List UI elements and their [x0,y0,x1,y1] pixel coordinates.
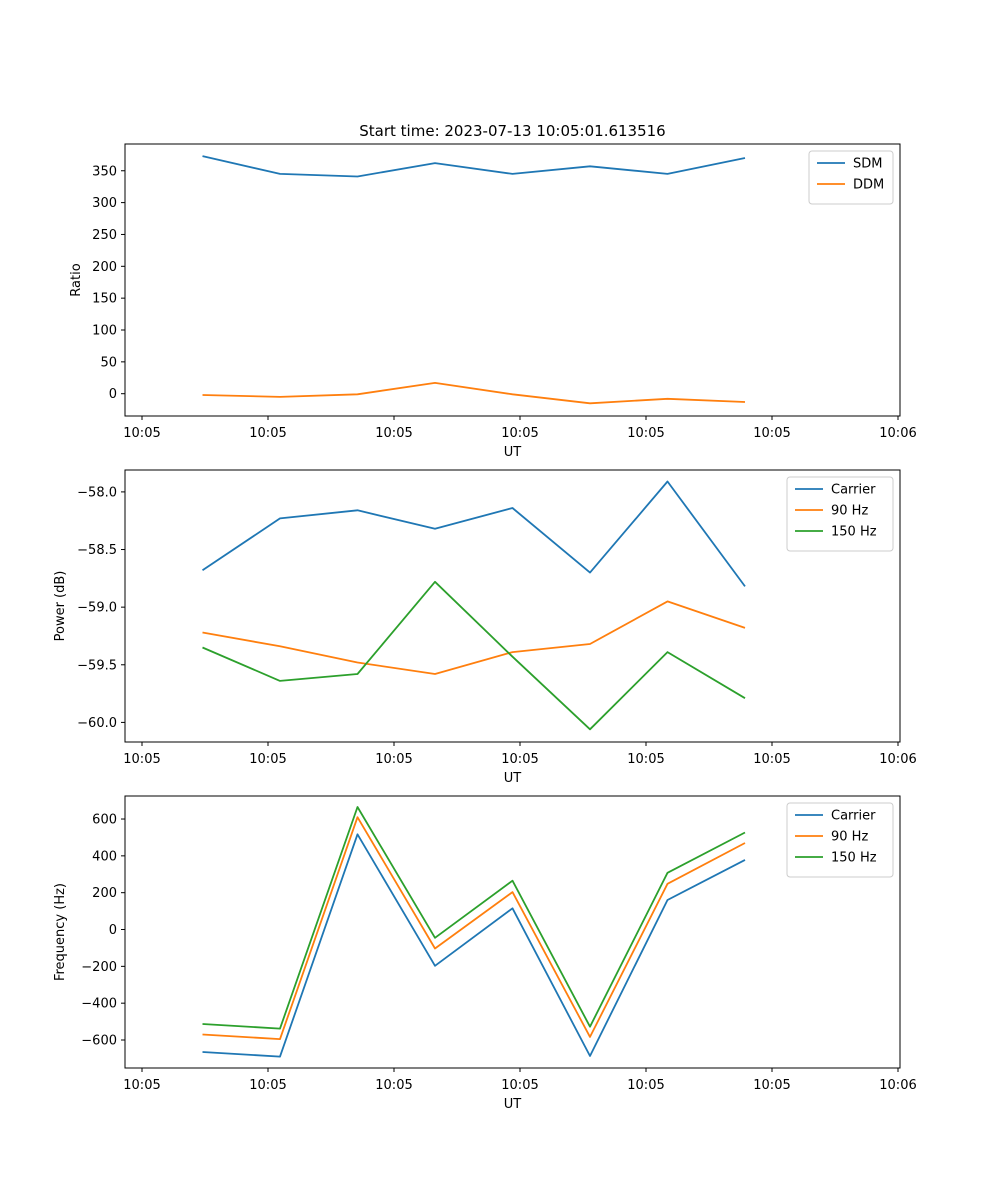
y-tick-label: 200 [92,260,117,275]
x-tick-label: 10:05 [753,752,790,767]
y-tick-label: 300 [92,196,117,211]
series-line-ddm [202,381,746,405]
y-tick-label: −600 [81,1034,117,1049]
legend-label: Carrier [831,809,876,824]
y-tick-label: −200 [81,960,117,975]
y-tick-label: 250 [92,228,117,243]
series-line-150-hz [202,580,746,731]
legend-box [786,476,894,552]
y-tick-label: −58.0 [77,485,117,500]
frequency-panel: 10:05 10:05 10:05 10:05 10:05 10:05 10:06 UT −60… [53,795,917,1112]
figure-title: Start time: 2023-07-13 10:05:01.613516 [359,122,665,140]
axes-frame [124,795,901,1069]
x-tick-label: 10:05 [123,426,160,441]
y-axis-label: Ratio [69,263,84,296]
legend-label: 90 Hz [831,504,868,519]
x-tick-label: 10:05 [249,1078,286,1093]
series-line-sdm [202,155,746,178]
series-line-90-hz [202,600,746,675]
x-tick-label: 10:05 [123,1078,160,1093]
x-tick-label: 10:05 [375,752,412,767]
x-tick-label: 10:05 [753,426,790,441]
x-tick-label: 10:05 [375,426,412,441]
y-tick-label: 400 [92,849,117,864]
x-tick-label: 10:06 [879,752,916,767]
series-line-carrier [201,480,746,587]
series-line-carrier [202,833,746,1058]
legend-label: 150 Hz [831,851,877,866]
x-tick-label: 10:05 [123,752,160,767]
y-tick-label: 50 [100,355,117,370]
y-tick-label: 100 [92,324,117,339]
legend-box [808,150,894,205]
legend-label: 90 Hz [831,830,868,845]
x-tick-label: 10:06 [879,426,916,441]
y-tick-label: −58.5 [77,543,117,558]
x-tick-label: 10:05 [501,426,538,441]
x-tick-label: 10:05 [753,1078,790,1093]
x-tick-label: 10:05 [375,1078,412,1093]
axes-frame [124,469,901,743]
x-tick-label: 10:05 [501,752,538,767]
legend-label: Carrier [831,483,876,498]
ratio-panel: 10:05 10:05 10:05 10:05 10:05 10:05 10:06 UT 0 50… [69,143,917,460]
y-tick-label: −400 [81,997,117,1012]
power-panel: 10:05 10:05 10:05 10:05 10:05 10:05 10:06 UT −60… [53,469,917,786]
y-tick-label: 150 [92,292,117,307]
axes-frame [124,143,901,417]
y-tick-label: −59.5 [77,658,117,673]
legend-label: SDM [853,157,882,172]
x-axis-label: UT [504,445,522,460]
x-axis-label: UT [504,1097,522,1112]
y-tick-label: −59.0 [77,601,117,616]
legend-label: 150 Hz [831,525,877,540]
x-tick-label: 10:05 [501,1078,538,1093]
x-tick-label: 10:06 [879,1078,916,1093]
x-axis-label: UT [504,771,522,786]
y-tick-label: 200 [92,886,117,901]
y-axis-label: Frequency (Hz) [53,883,68,981]
x-tick-label: 10:05 [627,752,664,767]
y-tick-label: 0 [109,387,117,402]
y-axis-label: Power (dB) [53,571,68,642]
y-tick-label: 600 [92,813,117,828]
x-tick-label: 10:05 [249,426,286,441]
legend-box [786,802,894,878]
y-tick-label: −60.0 [77,716,117,731]
x-tick-label: 10:05 [249,752,286,767]
y-tick-label: 0 [109,923,117,938]
series-line-90-hz [202,816,746,1040]
x-tick-label: 10:05 [627,426,664,441]
legend-label: DDM [853,178,884,193]
y-tick-label: 350 [92,164,117,179]
series-line-150-hz [202,806,746,1030]
x-tick-label: 10:05 [627,1078,664,1093]
